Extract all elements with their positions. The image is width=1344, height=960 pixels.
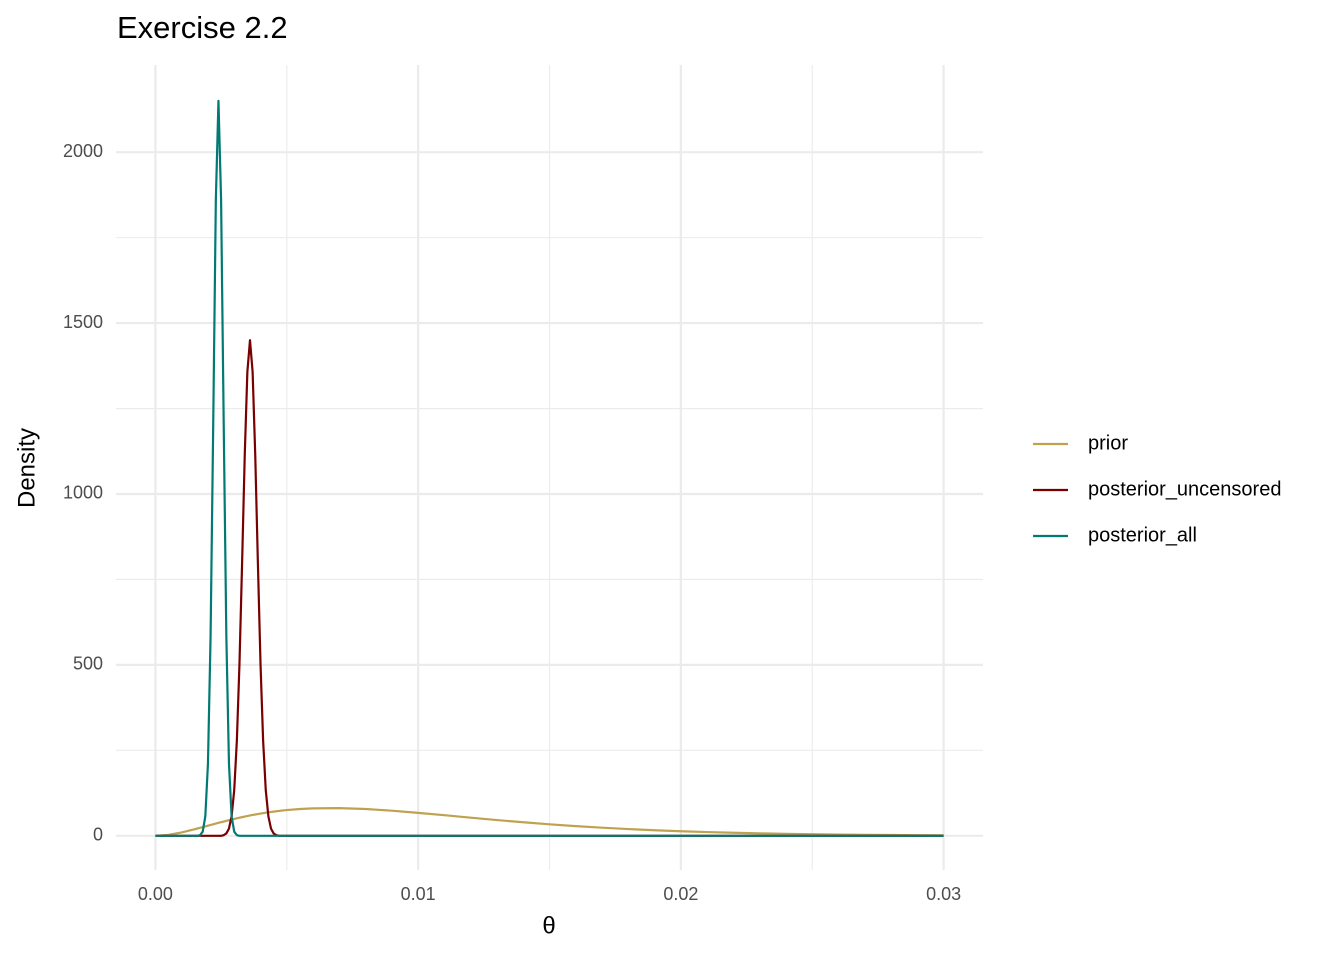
legend-label: posterior_uncensored [1088,478,1281,500]
x-tick-label: 0.02 [663,884,698,904]
legend-label: prior [1088,432,1128,454]
x-tick-label: 0.03 [926,884,961,904]
legend-label: posterior_all [1088,524,1197,546]
x-tick-label: 0.00 [138,884,173,904]
line-series [155,807,944,837]
x-tick-label: 0.01 [401,884,436,904]
line-series [155,99,944,837]
y-tick-label: 2000 [63,141,103,161]
chart-title: Exercise 2.2 [117,10,288,45]
y-tick-label: 0 [93,825,103,845]
y-axis-label: Density [13,428,40,508]
y-tick-label: 500 [73,654,103,674]
y-tick-label: 1500 [63,312,103,332]
y-tick-label: 1000 [63,483,103,503]
x-axis-label: θ [542,912,555,939]
